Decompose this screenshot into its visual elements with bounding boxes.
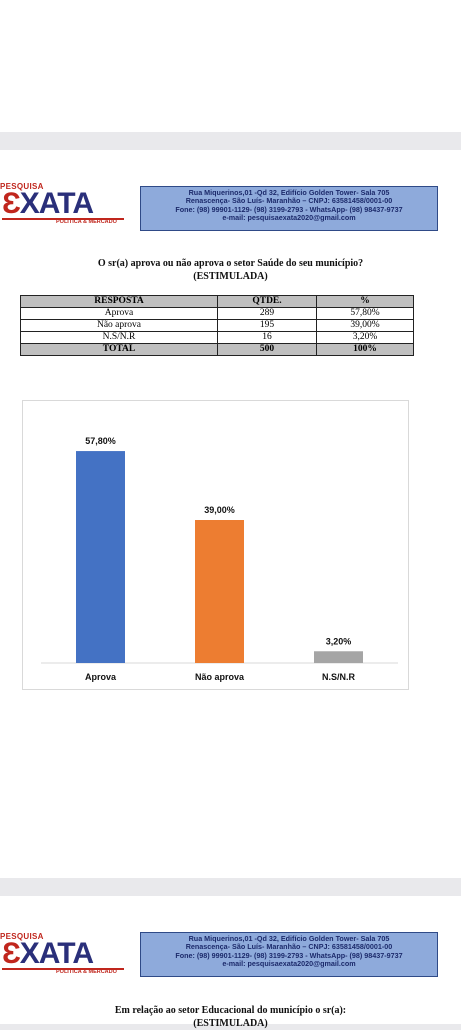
question-subtitle: (ESTIMULADA) <box>193 271 268 282</box>
bar-1 <box>195 520 244 663</box>
logo-word: XATA <box>19 937 94 970</box>
table-cell: 195 <box>217 319 317 332</box>
exata-logo: PESQUISA ƐXATA POLÍTICA & MERCADO <box>0 182 128 228</box>
contact-info-box: Rua Miquerinos,01 -Qd 32, Edifício Golde… <box>140 186 438 231</box>
table-cell: 3,20% <box>316 331 414 344</box>
address-line: Renascença- São Luís- Maranhão – CNPJ: 6… <box>185 196 393 206</box>
table-header-row: RESPOSTA QTDE. % <box>20 295 414 308</box>
address-line: Rua Miquerinos,01 -Qd 32, Edifício Golde… <box>188 188 390 197</box>
logo-top-text: PESQUISA <box>0 182 44 191</box>
logo-main-text: ƐXATA <box>2 187 94 221</box>
logo-e-mark: Ɛ <box>2 187 21 220</box>
next-page: PESQUISA ƐXATA POLÍTICA & MERCADO Rua Mi… <box>0 896 461 1029</box>
table-row: N.S/N.R 16 3,20% <box>20 331 414 344</box>
bar-2 <box>314 651 363 663</box>
logo-main-text: ƐXATA <box>2 937 94 971</box>
category-label: N.S/N.R <box>322 672 356 682</box>
logo-word: XATA <box>19 187 94 220</box>
table-cell: 289 <box>217 307 317 320</box>
address-line: Renascença- São Luís- Maranhão – CNPJ: 6… <box>185 942 393 952</box>
table-header: QTDE. <box>217 295 317 308</box>
email-line: e-mail: pesquisaexata2020@gmail.com <box>222 213 356 223</box>
logo-underline <box>2 218 124 220</box>
question-title: O sr(a) aprova ou não aprova o setor Saú… <box>97 258 364 269</box>
table-header: RESPOSTA <box>20 295 218 308</box>
contact-info-box: Rua Miquerinos,01 -Qd 32, Edifício Golde… <box>140 932 438 977</box>
previous-page <box>0 0 461 132</box>
table-header: % <box>316 295 414 308</box>
logo-e-mark: Ɛ <box>2 937 21 970</box>
table-row: Aprova 289 57,80% <box>20 307 414 320</box>
table-cell: 500 <box>217 343 317 356</box>
question-title: Em relação ao setor Educacional do munic… <box>114 1005 347 1016</box>
table-row: Não aprova 195 39,00% <box>20 319 414 332</box>
report-page: PESQUISA ƐXATA POLÍTICA & MERCADO Rua Mi… <box>0 150 461 878</box>
bar-chart: 57,80% Aprova 39,00% Não aprova 3,20% N.S/N.R <box>22 400 409 690</box>
data-label: 39,00% <box>204 505 235 515</box>
table-cell: 100% <box>316 343 414 356</box>
bar-0 <box>76 451 125 663</box>
logo-top-text: PESQUISA <box>0 932 44 941</box>
logo-sub-text: POLÍTICA & MERCADO <box>56 219 117 225</box>
table-cell: N.S/N.R <box>20 331 218 344</box>
exata-logo: PESQUISA ƐXATA POLÍTICA & MERCADO <box>0 932 128 978</box>
table-cell: 39,00% <box>316 319 414 332</box>
table-cell: Não aprova <box>20 319 218 332</box>
category-label: Aprova <box>85 672 117 682</box>
logo-sub-text: POLÍTICA & MERCADO <box>56 969 117 975</box>
data-label: 57,80% <box>85 436 116 446</box>
logo-underline <box>2 968 124 970</box>
category-label: Não aprova <box>195 672 245 682</box>
phone-line: Fone: (98) 99901-1129- (98) 3199-2793 - … <box>175 204 403 214</box>
address-line: Rua Miquerinos,01 -Qd 32, Edifício Golde… <box>188 934 390 943</box>
email-line: e-mail: pesquisaexata2020@gmail.com <box>222 959 356 969</box>
table-total-row: TOTAL 500 100% <box>20 343 414 356</box>
chart-svg: 57,80% Aprova 39,00% Não aprova 3,20% N.S/N.R <box>41 436 398 682</box>
data-label: 3,20% <box>326 636 352 646</box>
table-cell: 57,80% <box>316 307 414 320</box>
table-cell: TOTAL <box>20 343 218 356</box>
table-cell: 16 <box>217 331 317 344</box>
table-cell: Aprova <box>20 307 218 320</box>
phone-line: Fone: (98) 99901-1129- (98) 3199-2793 - … <box>175 950 403 960</box>
results-table: RESPOSTA QTDE. % Aprova 289 57,80% Não a… <box>20 295 414 356</box>
